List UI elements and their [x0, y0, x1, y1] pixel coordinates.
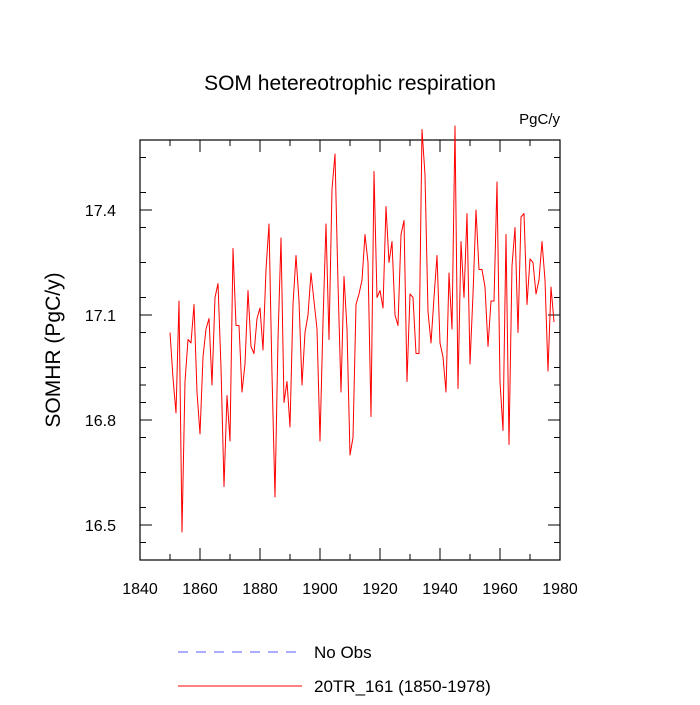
series-line [169, 125, 555, 533]
y-tick-label: 16.8 [85, 413, 116, 430]
y-tick-label: 17.4 [85, 203, 116, 220]
x-tick-label: 1920 [362, 581, 398, 598]
legend-label: No Obs [314, 643, 372, 662]
chart-title: SOM hetereotrophic respiration [204, 72, 496, 95]
y-axis-label: SOMHR (PgC/y) [42, 272, 65, 427]
x-tick-label: 1840 [122, 581, 158, 598]
x-tick-label: 1900 [302, 581, 338, 598]
x-tick-label: 1880 [242, 581, 278, 598]
series-layer [169, 125, 555, 533]
legend: No Obs 20TR_161 (1850-1978) [178, 643, 491, 696]
units-label: PgC/y [519, 111, 560, 128]
x-tick-label: 1940 [422, 581, 458, 598]
x-tick-label: 1960 [482, 581, 518, 598]
x-tick-label: 1860 [182, 581, 218, 598]
y-tick-label: 17.1 [85, 308, 116, 325]
axes-layer: 1840 1860 1880 1900 1920 1940 1960 1980 16.5 16.8… [85, 139, 578, 598]
x-tick-label: 1980 [542, 581, 578, 598]
legend-label: 20TR_161 (1850-1978) [314, 677, 491, 696]
y-tick-label: 16.5 [85, 518, 116, 535]
